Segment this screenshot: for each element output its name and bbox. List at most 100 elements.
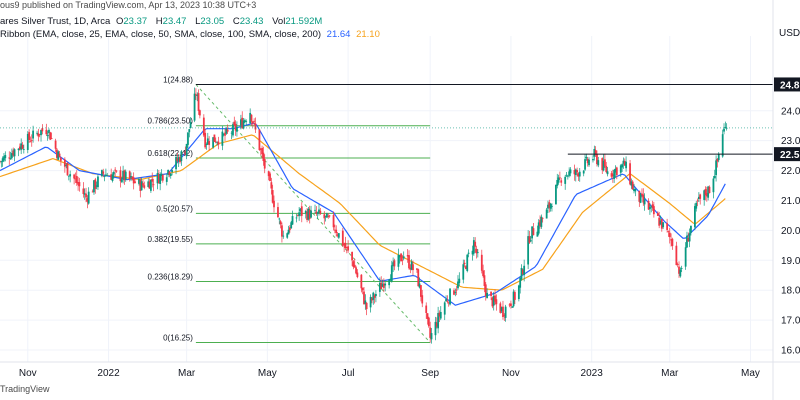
candle-body [406,255,409,257]
candle-body [180,151,183,162]
candle-body [699,194,702,199]
candle-body [56,149,58,158]
candle-body [418,283,421,288]
candle-body [93,180,95,193]
candle-body [529,240,532,242]
candle-body [486,292,488,299]
candle-body [1,158,4,162]
candle-body [122,170,124,179]
candle-body [409,267,412,270]
candle-body [351,252,353,261]
candle-body [278,218,281,220]
candle-body [453,290,455,295]
candle-body [536,231,539,237]
candle-body [344,242,347,249]
candle-body [437,313,440,329]
candle-body [547,204,549,209]
candle-body [281,225,283,237]
candle-body [179,157,181,163]
candle-body [156,173,159,184]
candle-body [4,155,7,159]
candle-body [475,248,478,254]
candle-body [650,206,653,208]
candle-body [261,147,263,155]
candle-body [21,144,24,149]
candle-body [13,149,16,157]
ohlc-low: L23.05 [195,16,225,27]
candle-body [12,150,15,156]
candle-body [557,177,560,183]
candle-body [152,184,155,186]
candle-body [713,175,716,179]
candle-body [584,159,586,170]
candle-body [502,306,504,317]
candle-body [392,262,395,266]
candle-body [611,174,614,177]
candle-body [705,192,708,197]
candle-body [717,154,720,161]
candle-body [175,156,177,170]
candle-body [332,215,335,228]
candle-body [472,240,475,254]
candle-body [326,213,328,218]
candle-body [0,161,3,163]
candle-body [573,170,576,175]
high-value: 23.47 [162,16,187,27]
candle-body [267,171,270,177]
candle-body [20,143,23,150]
candle-body [494,295,496,302]
candle-body [316,212,319,214]
candle-body [48,129,50,134]
time-tick-label: May [741,368,760,379]
tradingview-footer[interactable]: TradingView [0,384,50,394]
candle-body [318,209,320,213]
candle-body [447,302,450,304]
candle-body [364,300,367,305]
candle-body [712,178,715,193]
candle-body [540,216,543,227]
price-tick-label: 23.0 [781,136,800,147]
candle-body [18,146,21,150]
candle-body [388,279,391,286]
candle-body [94,179,97,189]
candle-body [3,156,5,161]
candle-body [715,160,717,176]
candle-body [353,264,356,268]
candle-body [499,303,502,313]
candle-body [629,163,631,185]
candle-body [668,232,671,238]
candle-body [131,176,134,180]
candle-body [128,171,131,180]
candle-body [269,173,271,182]
candle-body [723,128,725,132]
candle-body [716,158,719,162]
candle-body [375,293,377,297]
ribbon-ema50-value: 21.10 [356,29,380,40]
candle-body [115,170,118,172]
candle-body [26,133,29,150]
symbol-name[interactable]: ares Silver Trust, 1D, Arca [0,16,111,27]
candle-body [336,234,339,236]
candle-body [678,266,680,274]
candle-body [236,126,238,132]
candle-body [171,170,173,173]
candle-body [426,313,429,320]
price-tick-label: 20.0 [781,226,800,237]
candle-body [556,180,559,186]
candle-body [240,119,242,126]
candle-body [167,169,170,175]
ohlc-high: H23.47 [155,16,187,27]
candle-body [397,254,400,267]
ribbon-legend[interactable]: Ribbon (EMA, close, 25, EMA, close, 50, … [0,29,383,40]
candle-body [95,185,98,187]
candle-body [443,302,446,315]
candle-body [659,220,662,225]
candle-body [176,158,179,161]
candle-body [492,295,495,306]
candle-body [490,291,492,296]
candle-body [38,134,41,135]
candle-body [40,130,42,136]
candle-body [82,188,85,195]
candle-body [304,211,307,214]
